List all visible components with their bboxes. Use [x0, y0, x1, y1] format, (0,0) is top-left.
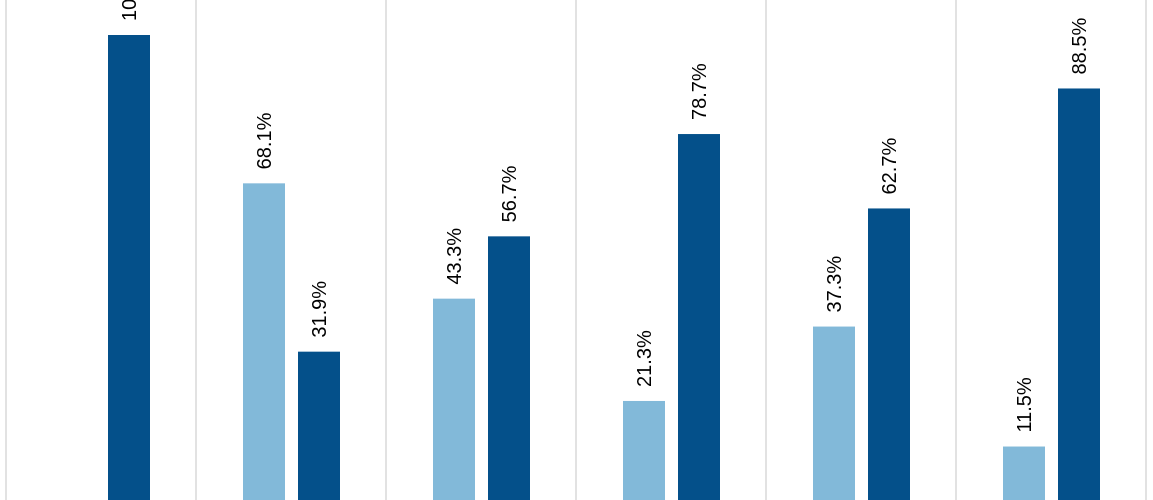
data-label: 88.5%: [1069, 18, 1091, 75]
bar-series-2: [108, 35, 150, 500]
bar-series-2: [488, 236, 530, 500]
data-label: 68.1%: [254, 112, 276, 169]
data-labels: 68.1% 43.3% 21.3% 37.3% 11.5% 100% 31.9% 56.7% 7…: [119, 0, 1091, 433]
data-label: 21.3%: [634, 330, 656, 387]
bars: [108, 35, 1100, 500]
bar-series-2: [678, 134, 720, 500]
group-dividers: [5, 0, 1147, 500]
data-label: 56.7%: [499, 165, 521, 222]
data-label: 11.5%: [1014, 377, 1036, 432]
bar-series-2: [1058, 88, 1100, 500]
data-label: 78.7%: [689, 63, 711, 120]
bar-series-1: [243, 183, 285, 500]
bar-series-2: [298, 351, 340, 500]
data-label: 43.3%: [444, 228, 466, 285]
bar-series-1: [813, 326, 855, 500]
data-label: 31.9%: [309, 281, 331, 338]
data-label: 37.3%: [824, 256, 846, 313]
data-label: 100%: [119, 0, 141, 21]
bar-series-2: [868, 208, 910, 500]
data-label: 62.7%: [879, 138, 901, 195]
bar-series-1: [1003, 446, 1045, 500]
bar-series-1: [433, 298, 475, 500]
bar-series-1: [623, 400, 665, 500]
